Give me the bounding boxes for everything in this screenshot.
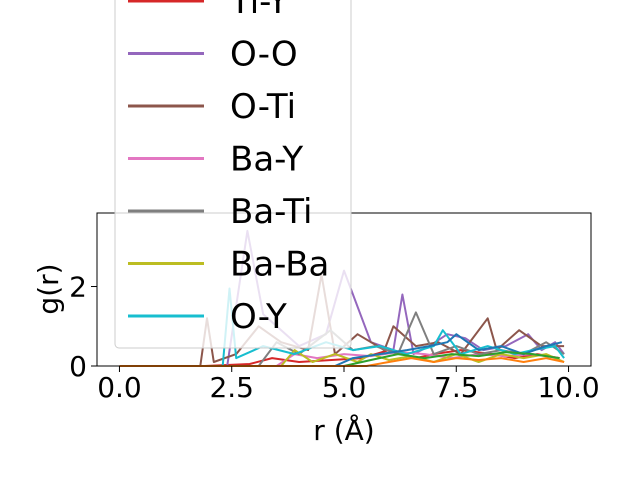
- series-line-unlabeled-9: [119, 357, 565, 367]
- legend-box: [114, 0, 352, 349]
- series-line-o-ti: [119, 273, 565, 367]
- x-tick-label: 5.0: [322, 371, 367, 404]
- x-axis-label: r (Å): [313, 413, 374, 447]
- y-axis-label: g(r): [32, 263, 65, 314]
- y-tick-label: 0: [69, 350, 87, 383]
- legend-label-o-y: O-Y: [230, 297, 287, 337]
- series-line-unlabeled-8: [119, 351, 560, 367]
- x-tick-label: 7.5: [434, 371, 479, 404]
- legend-label-o-ti: O-Ti: [230, 87, 296, 127]
- x-tick-label: 2.5: [209, 371, 254, 404]
- x-tick-label: 0.0: [97, 371, 142, 404]
- x-ticks: 0.0 2.5 5.0 7.5 10.0: [97, 366, 600, 404]
- legend: Ti-Y O-O O-Ti Ba-Y Ba-Ti Ba-Ba O-Y: [114, 0, 352, 349]
- y-ticks: 02: [69, 271, 97, 383]
- legend-label-ba-ba: Ba-Ba: [230, 245, 329, 285]
- legend-label-ba-ti: Ba-Ti: [230, 192, 312, 232]
- x-tick-label: 10.0: [537, 371, 599, 404]
- legend-label-ba-y: Ba-Y: [230, 140, 303, 180]
- legend-label-o-o: O-O: [230, 35, 298, 75]
- legend-label-ti-y: Ti-Y: [229, 0, 288, 22]
- y-tick-label: 2: [69, 271, 87, 304]
- series-line-ba-ba: [119, 349, 565, 367]
